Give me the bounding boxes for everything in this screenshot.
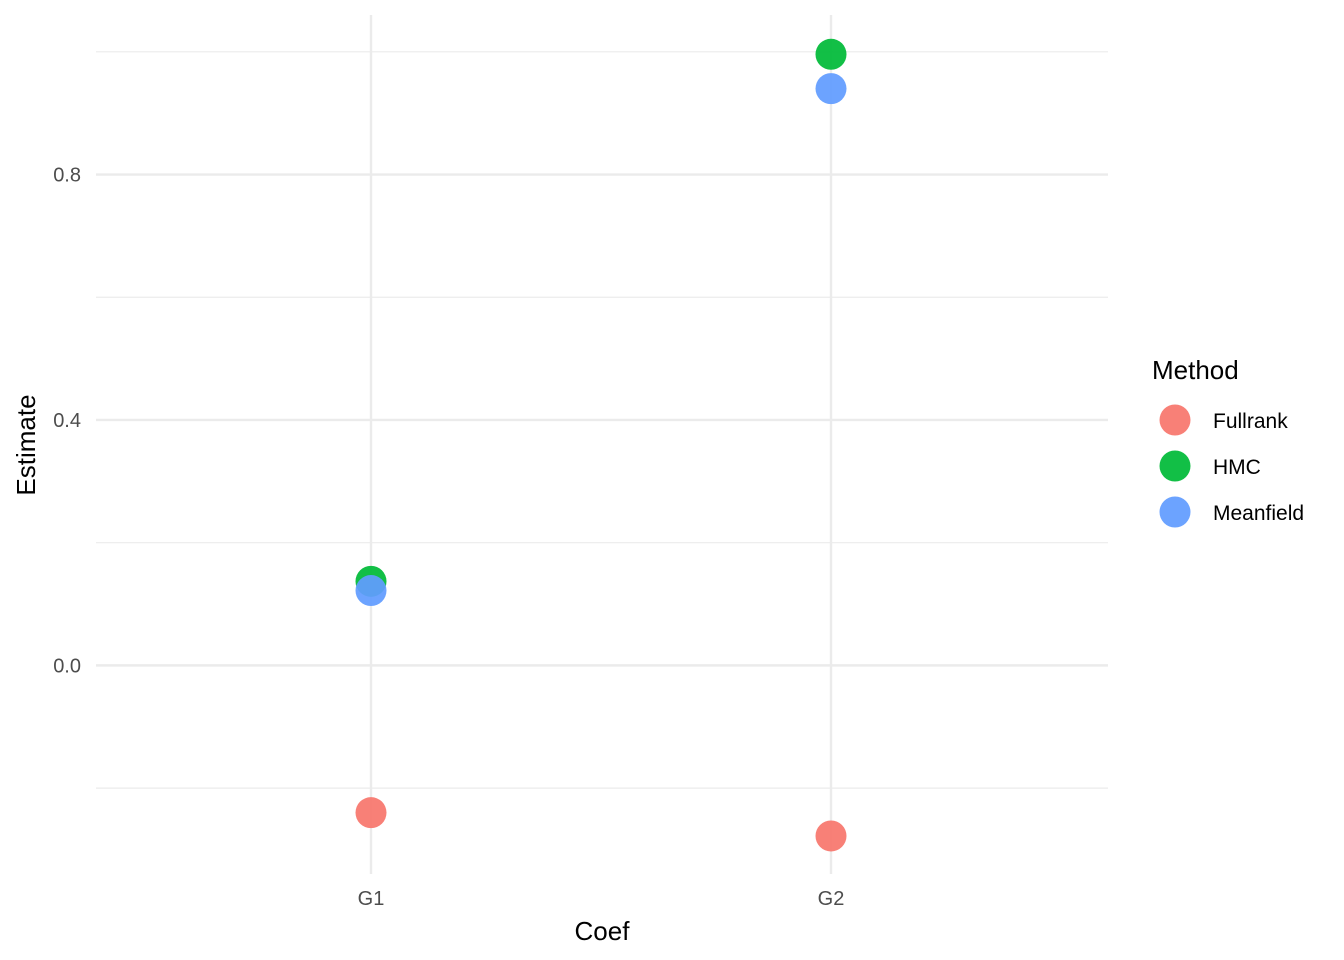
data-point-meanfield xyxy=(355,575,387,607)
y-axis-title: Estimate xyxy=(11,394,41,495)
x-tick-label: G2 xyxy=(818,888,845,910)
legend-title: Method xyxy=(1152,355,1239,385)
y-tick-label: 0.4 xyxy=(53,410,81,432)
x-axis-title: Coef xyxy=(575,916,631,946)
x-tick-label: G1 xyxy=(358,888,385,910)
data-points xyxy=(355,38,847,852)
y-tick-label: 0.8 xyxy=(53,165,81,187)
legend-key-meanfield xyxy=(1159,496,1191,528)
data-point-meanfield xyxy=(815,73,847,105)
legend: Method Fullrank HMC Meanfield xyxy=(1152,355,1304,528)
data-point-hmc xyxy=(815,38,847,70)
grid-lines xyxy=(96,15,1108,874)
legend-label: Meanfield xyxy=(1213,502,1304,525)
legend-label: HMC xyxy=(1213,456,1261,479)
y-tick-label: 0.0 xyxy=(53,655,81,677)
y-axis-ticks: 0.0 0.4 0.8 xyxy=(53,165,81,678)
x-axis-ticks: G1 G2 xyxy=(358,888,845,910)
legend-items: Fullrank HMC Meanfield xyxy=(1159,404,1304,528)
legend-key-fullrank xyxy=(1159,404,1191,436)
legend-key-hmc xyxy=(1159,450,1191,482)
legend-label: Fullrank xyxy=(1213,410,1288,433)
data-point-fullrank xyxy=(355,797,387,829)
data-point-fullrank xyxy=(815,820,847,852)
